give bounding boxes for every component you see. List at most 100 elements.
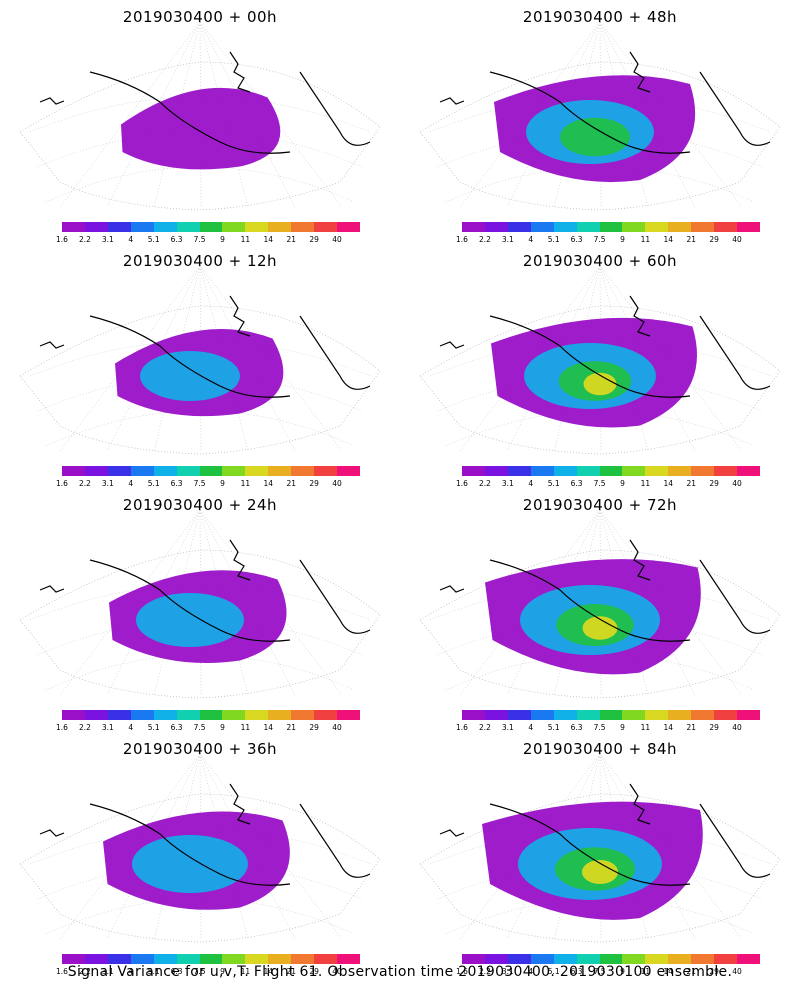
colorbar-tick-label: 29 [309, 967, 319, 976]
colorbar-swatch [622, 710, 646, 720]
polar-map [19, 265, 381, 455]
colorbar-tick-label: 2.2 [478, 723, 491, 732]
colorbar-tick-label: 3.1 [501, 479, 514, 488]
colorbar-tick-label: 3.1 [101, 723, 114, 732]
colorbar-swatch [622, 954, 646, 964]
colorbar [462, 710, 760, 720]
coastline [39, 51, 371, 154]
colorbar-tick-label: 4 [128, 723, 134, 732]
colorbar-swatch [176, 954, 200, 964]
colorbar-tick-label: 5.1 [147, 967, 160, 976]
colorbar-swatch [691, 466, 715, 476]
latitude-line [37, 375, 363, 412]
colorbar-tick-label: 9 [220, 235, 225, 244]
colorbar-swatch [484, 954, 508, 964]
colorbar-tick-label: 7.5 [593, 723, 606, 732]
longitude-line [599, 21, 602, 208]
colorbar-tick-label: 5.1 [147, 723, 160, 732]
colorbar-swatch [337, 954, 360, 964]
colorbar-labels: 1.6 2.2 3.1 4 5.1 6.3 7.5 9 11 14 21 29 40 [456, 235, 760, 245]
colorbar-swatch [153, 710, 177, 720]
colorbar-swatch [222, 222, 246, 232]
colorbar-swatch [176, 466, 200, 476]
colorbar-tick-label: 14 [263, 723, 274, 732]
colorbar-tick-label: 1.6 [56, 723, 68, 732]
colorbar-swatch [314, 466, 338, 476]
colorbar-tick-label: 40 [332, 479, 342, 488]
polar-map [419, 21, 781, 211]
coastline [439, 539, 771, 642]
colorbar-swatch [130, 710, 154, 720]
colorbar [462, 466, 760, 476]
colorbar-swatch [337, 710, 360, 720]
panel-title: 2019030400 + 12h [122, 252, 278, 270]
colorbar-labels: 1.6 2.2 3.1 4 5.1 6.3 7.5 9 11 14 21 29 40 [456, 479, 760, 489]
colorbar-tick-label: 7.5 [193, 235, 206, 244]
colorbar-tick-label: 5.1 [547, 967, 560, 976]
colorbar-tick-label: 21 [286, 479, 296, 488]
colorbar-tick-label: 14 [263, 479, 274, 488]
colorbar-swatch [84, 466, 108, 476]
colorbar-swatch [107, 466, 131, 476]
variance-contour-mid [132, 835, 248, 893]
colorbar-tick-label: 1.6 [456, 479, 468, 488]
colorbar-tick-label: 2.2 [78, 479, 91, 488]
colorbar-swatch [691, 710, 715, 720]
colorbar-swatch [62, 466, 85, 476]
colorbar-tick-label: 1.6 [56, 479, 68, 488]
colorbar-tick-label: 6.3 [570, 235, 583, 244]
colorbar-tick-label: 14 [663, 235, 674, 244]
colorbar-swatch [222, 954, 246, 964]
colorbar-swatch [130, 954, 154, 964]
colorbar-tick-label: 40 [332, 235, 342, 244]
colorbar-swatch [153, 466, 177, 476]
polar-map [19, 753, 381, 943]
longitude-line [199, 265, 249, 452]
variance-contour-mid [140, 351, 240, 401]
colorbar-swatch [337, 222, 360, 232]
colorbar [62, 710, 360, 720]
colorbar-tick-label: 3.1 [101, 967, 114, 976]
colorbar [462, 954, 760, 964]
colorbar-swatch [530, 466, 554, 476]
colorbar-tick-label: 1.6 [456, 967, 468, 976]
colorbar-swatch [599, 222, 623, 232]
map-grid-outline [419, 793, 781, 943]
colorbar-tick-label: 3.1 [501, 235, 514, 244]
colorbar-swatch [245, 710, 269, 720]
variance-contour-peak [583, 372, 617, 396]
colorbar-swatch [84, 954, 108, 964]
colorbar [62, 954, 360, 964]
colorbar-tick-label: 7.5 [193, 479, 206, 488]
longitude-line [199, 753, 249, 940]
longitude-line [199, 509, 202, 696]
colorbar-tick-label: 6.3 [570, 967, 583, 976]
colorbar-tick-label: 9 [220, 723, 225, 732]
colorbar-swatch [737, 954, 760, 964]
colorbar-swatch [245, 954, 269, 964]
figure-caption: Signal Variance for u,v,T. Flight 61. Ob… [67, 964, 733, 980]
colorbar-tick-label: 6.3 [170, 479, 183, 488]
variance-contour-mid [136, 593, 244, 647]
colorbar-swatch [291, 222, 315, 232]
colorbar-tick-label: 2.2 [78, 723, 91, 732]
forecast-panel: 2019030400 + 48h 1.6 2.2 3.1 4 5.1 6.3 7.5 9 11 14… [400, 0, 800, 244]
forecast-panel: 2019030400 + 00h 1.6 2.2 3.1 4 5.1 6.3 7.5 9 11 14… [0, 0, 400, 244]
colorbar-swatch [130, 466, 154, 476]
latitude-line [37, 863, 363, 900]
colorbar-swatch [130, 222, 154, 232]
latitude-line [37, 131, 363, 168]
colorbar-tick-label: 9 [220, 479, 225, 488]
colorbar-swatch [737, 710, 760, 720]
colorbar-swatch [691, 222, 715, 232]
colorbar-tick-label: 5.1 [547, 723, 560, 732]
colorbar-swatch [484, 710, 508, 720]
colorbar-tick-label: 4 [528, 479, 534, 488]
colorbar-tick-label: 1.6 [56, 235, 68, 244]
colorbar-swatch [199, 466, 223, 476]
colorbar-tick-label: 7.5 [593, 967, 606, 976]
colorbar-swatch [484, 222, 508, 232]
colorbar-swatch [268, 954, 292, 964]
colorbar-tick-label: 4 [128, 479, 134, 488]
longitude-line [599, 753, 602, 940]
